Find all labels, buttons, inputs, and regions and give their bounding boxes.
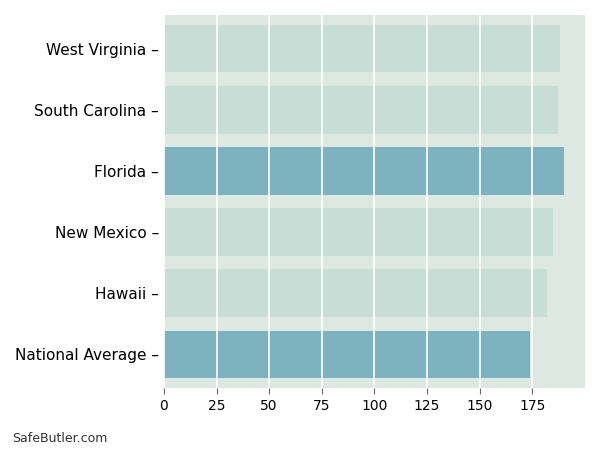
Bar <box>164 331 530 378</box>
Bar <box>164 86 557 134</box>
Bar <box>164 25 560 72</box>
Bar <box>164 270 547 317</box>
Bar <box>164 208 553 256</box>
Text: SafeButler.com: SafeButler.com <box>12 432 107 446</box>
Bar <box>164 147 564 195</box>
